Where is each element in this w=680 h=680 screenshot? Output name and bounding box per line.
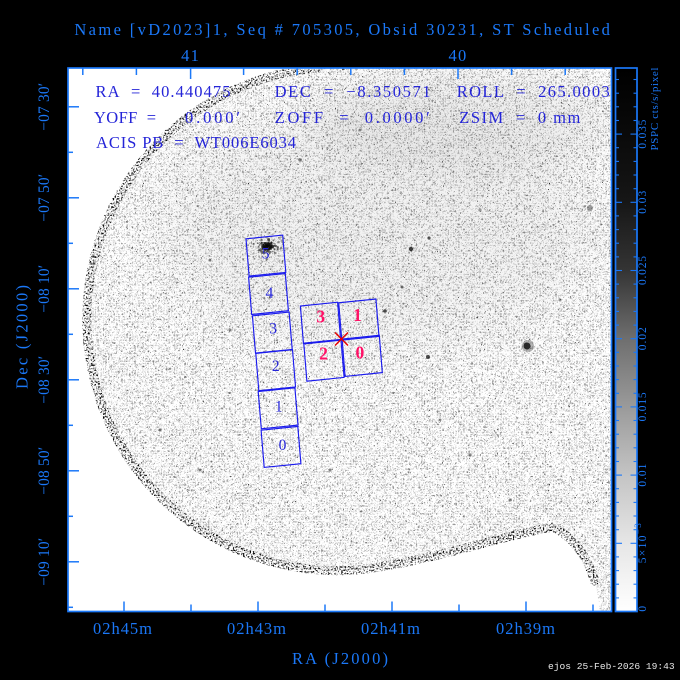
svg-text:0: 0 (356, 343, 365, 363)
svg-text:40: 40 (449, 46, 468, 65)
svg-text:Name [vD2023]1, Seq # 705305,: Name [vD2023]1, Seq # 705305, Obsid 3023… (74, 20, 611, 39)
svg-text:RA (J2000): RA (J2000) (292, 649, 388, 668)
svg-text:PSPC cts/s/pixel: PSPC cts/s/pixel (649, 68, 661, 151)
svg-text:3: 3 (316, 306, 325, 326)
svg-text:0.015: 0.015 (637, 392, 649, 421)
svg-text:0.035: 0.035 (637, 119, 649, 148)
svg-text:−08 30′: −08 30′ (36, 356, 53, 404)
svg-text:41: 41 (181, 46, 200, 65)
svg-text:0: 0 (637, 606, 649, 612)
svg-text:0: 0 (279, 437, 287, 454)
svg-text:02h43m: 02h43m (227, 619, 286, 638)
svg-text:5: 5 (262, 246, 270, 263)
svg-text:RA = 40.440475: RA = 40.440475 (96, 82, 231, 101)
svg-text:0.03: 0.03 (637, 191, 649, 214)
svg-text:−08 10′: −08 10′ (36, 265, 53, 313)
svg-text:−07 30′: −07 30′ (36, 83, 53, 131)
svg-text:02h41m: 02h41m (361, 619, 420, 638)
svg-text:0.025: 0.025 (637, 256, 649, 285)
svg-text:ROLL = 265.0003: ROLL = 265.0003 (457, 82, 610, 101)
svg-text:4: 4 (266, 285, 274, 302)
svg-text:DEC = −8.350571: DEC = −8.350571 (275, 82, 431, 101)
svg-text:−08 50′: −08 50′ (36, 447, 53, 495)
svg-text:0.01: 0.01 (637, 463, 649, 486)
svg-text:ZSIM = 0 mm: ZSIM = 0 mm (459, 108, 580, 127)
svg-text:ACIS PB = WT006E6034: ACIS PB = WT006E6034 (96, 133, 296, 152)
svg-text:0.02: 0.02 (637, 327, 649, 350)
svg-text:−09 10′: −09 10′ (36, 538, 53, 586)
svg-text:3: 3 (269, 321, 277, 338)
svg-text:2: 2 (272, 358, 280, 375)
svg-text:Dec (J2000): Dec (J2000) (12, 285, 31, 389)
svg-text:−07 50′: −07 50′ (36, 174, 53, 222)
svg-text:ejos 25-Feb-2026 19:43: ejos 25-Feb-2026 19:43 (548, 661, 675, 672)
svg-text:1: 1 (353, 305, 362, 325)
svg-text:1: 1 (275, 398, 283, 415)
svg-text:ZOFF = 0.0000′: ZOFF = 0.0000′ (275, 108, 430, 127)
svg-text:02h45m: 02h45m (93, 619, 152, 638)
svg-text:02h39m: 02h39m (496, 619, 555, 638)
svg-text:YOFF =: YOFF = (94, 108, 156, 127)
svg-text:2: 2 (319, 343, 328, 363)
